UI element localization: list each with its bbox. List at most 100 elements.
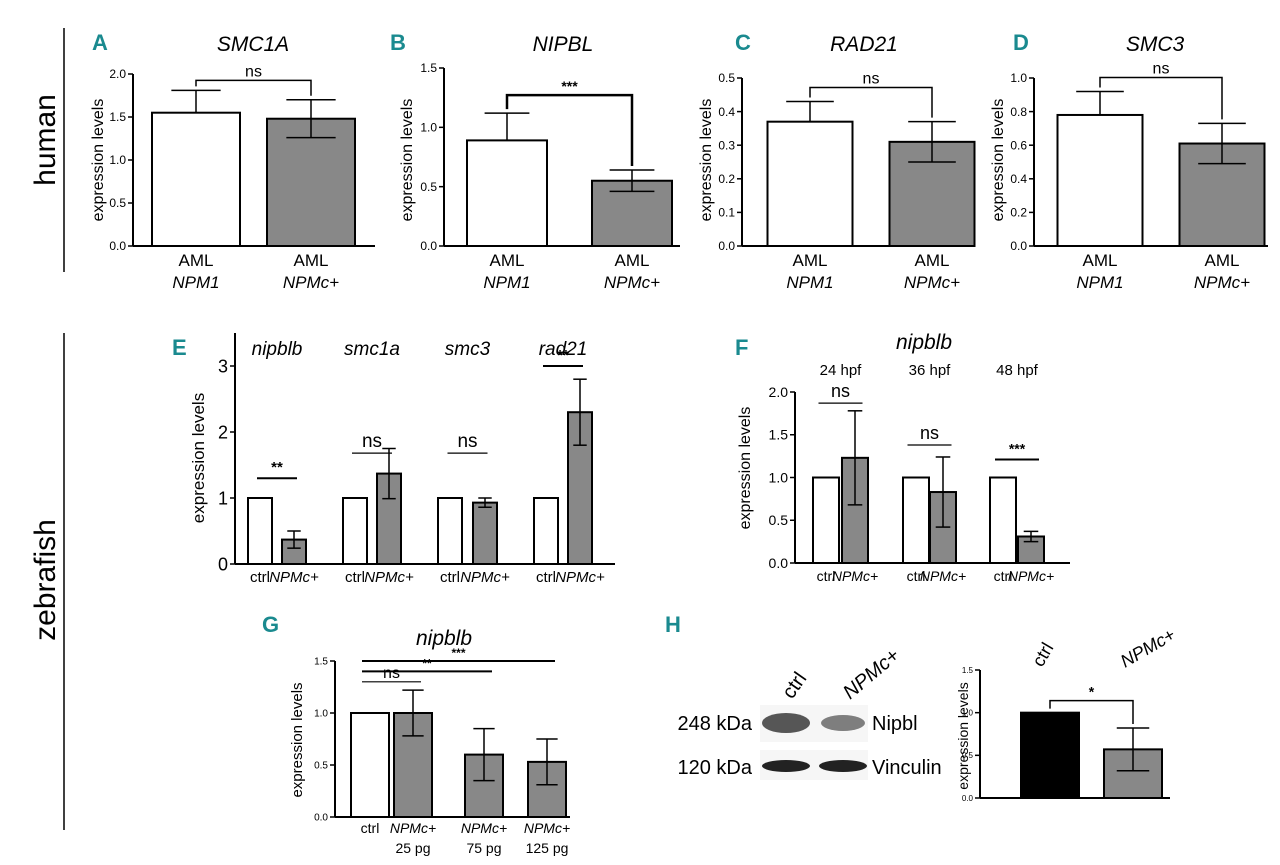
chart-panel-d: SMC3 expression levels 0.0 0.2 0.4 0.6 0.8 1.0 A… bbox=[990, 33, 1268, 292]
y-tick-label: 1.0 bbox=[1010, 71, 1027, 85]
x-tick-label: AML bbox=[615, 251, 650, 270]
x-tick-label: NPM1 bbox=[786, 273, 833, 292]
chart-title: RAD21 bbox=[830, 33, 898, 56]
y-tick-label: 0.0 bbox=[962, 794, 974, 803]
bar bbox=[1020, 711, 1080, 800]
x-tick-label: ctrl bbox=[907, 568, 926, 584]
x-tick-label: AML bbox=[294, 251, 329, 270]
y-tick-label: 0.5 bbox=[718, 71, 735, 85]
x-tick-label: ctrl bbox=[1028, 639, 1057, 670]
x-tick-label: AML bbox=[179, 251, 214, 270]
chart-panel-h: expression levels 0.0 0.5 1.0 1.5 ctrl NPMc+ * bbox=[955, 624, 1179, 802]
x-tick-label: NPMc+ bbox=[461, 820, 507, 836]
x-tick-label: NPMc+ bbox=[832, 568, 878, 584]
significance-bracket bbox=[1099, 76, 1223, 120]
bar bbox=[350, 712, 390, 818]
y-axis-label: expression levels bbox=[698, 99, 715, 222]
y-tick-label: 1.5 bbox=[962, 666, 974, 675]
chart-title: nipblb bbox=[416, 627, 472, 650]
group-title: rad21 bbox=[539, 339, 588, 360]
significance-label: ns bbox=[1153, 60, 1170, 77]
y-tick-label: 0.1 bbox=[718, 206, 735, 220]
x-tick-label: 75 pg bbox=[466, 840, 501, 856]
x-tick-label: NPMc+ bbox=[1008, 568, 1054, 584]
blot-band bbox=[762, 760, 810, 772]
y-axis-label: expression levels bbox=[90, 99, 107, 222]
significance-label: *** bbox=[451, 646, 465, 660]
x-tick-label: NPMc+ bbox=[364, 569, 414, 586]
bar bbox=[466, 139, 548, 248]
y-tick-label: 2.0 bbox=[109, 67, 126, 81]
chart-panel-b: NIPBL expression levels 0.0 0.5 1.0 1.5 AML NPM… bbox=[399, 33, 680, 292]
y-tick-label: 0.5 bbox=[314, 761, 328, 772]
western-blot: ctrl NPMc+ 248 kDa 120 kDa Nipbl Vinculi… bbox=[678, 644, 942, 780]
significance-bracket bbox=[505, 93, 634, 167]
y-tick-label: 3 bbox=[218, 356, 228, 376]
bar bbox=[464, 753, 504, 818]
y-tick-label: 2 bbox=[218, 422, 228, 442]
section-label-human: human bbox=[29, 94, 62, 186]
group-title: 24 hpf bbox=[820, 362, 863, 379]
y-tick-label: 0.0 bbox=[718, 239, 735, 253]
y-tick-label: 0.4 bbox=[1010, 172, 1027, 186]
x-tick-label: AML bbox=[490, 251, 525, 270]
x-tick-label: ctrl bbox=[345, 569, 365, 586]
y-tick-label: 0.5 bbox=[420, 180, 437, 194]
x-tick-label: AML bbox=[1205, 251, 1240, 270]
bar bbox=[812, 476, 840, 564]
y-tick-label: 1.0 bbox=[962, 708, 974, 717]
group-title: 48 hpf bbox=[996, 362, 1039, 379]
bar bbox=[533, 497, 559, 565]
y-tick-label: 0.4 bbox=[718, 105, 735, 119]
y-tick-label: 0.0 bbox=[314, 813, 328, 824]
x-tick-label: ctrl bbox=[250, 569, 270, 586]
significance-label: ns bbox=[245, 63, 262, 80]
x-tick-label: NPMc+ bbox=[904, 273, 960, 292]
y-tick-label: 2.0 bbox=[769, 384, 789, 400]
chart-panel-a: SMC1A expression levels 0.0 0.5 1.0 1.5 2.0 AML… bbox=[90, 33, 375, 292]
significance-label: * bbox=[1089, 684, 1095, 700]
blot-band bbox=[821, 715, 865, 731]
x-tick-label: NPM1 bbox=[483, 273, 530, 292]
bar bbox=[247, 497, 273, 565]
significance-label: ns bbox=[457, 431, 477, 452]
significance-bracket bbox=[809, 86, 933, 118]
y-tick-label: 0.6 bbox=[1010, 138, 1027, 152]
y-axis-label: expression levels bbox=[737, 407, 754, 530]
y-tick-label: 1.0 bbox=[420, 121, 437, 135]
y-tick-label: 0.3 bbox=[718, 138, 735, 152]
x-tick-label: AML bbox=[915, 251, 950, 270]
y-tick-label: 1.0 bbox=[769, 469, 789, 485]
bar bbox=[472, 501, 498, 565]
y-tick-label: 0.2 bbox=[718, 172, 735, 186]
significance-label: *** bbox=[561, 78, 578, 94]
x-tick-label: ctrl bbox=[440, 569, 460, 586]
x-tick-label: NPMc+ bbox=[1194, 273, 1250, 292]
x-tick-label: NPMc+ bbox=[604, 273, 660, 292]
y-axis-label: expression levels bbox=[399, 99, 416, 222]
bar bbox=[766, 120, 854, 247]
significance-label: ** bbox=[557, 347, 569, 364]
blot-band bbox=[762, 713, 810, 733]
y-axis-label: expression levels bbox=[189, 393, 208, 523]
y-tick-label: 0.0 bbox=[1010, 239, 1027, 253]
x-tick-label: NPMc+ bbox=[269, 569, 319, 586]
bar bbox=[151, 111, 241, 247]
significance-label: ** bbox=[271, 459, 283, 476]
significance-bracket bbox=[1049, 699, 1134, 725]
y-tick-label: 0.5 bbox=[769, 512, 789, 528]
group-title: 36 hpf bbox=[909, 362, 952, 379]
x-tick-label: AML bbox=[793, 251, 828, 270]
significance-label: ns bbox=[831, 381, 850, 401]
chart-panel-c: RAD21 expression levels 0.0 0.1 0.2 0.3 0.4 0.5… bbox=[698, 33, 976, 292]
chart-title: SMC1A bbox=[217, 33, 289, 56]
panel-label-h: H bbox=[665, 612, 681, 637]
y-tick-label: 1 bbox=[218, 488, 228, 508]
significance-label: ns bbox=[362, 431, 382, 452]
y-axis-label: expression levels bbox=[990, 99, 1007, 222]
panel-label-a: A bbox=[92, 30, 108, 55]
x-tick-label: NPM1 bbox=[1076, 273, 1123, 292]
panel-label-e: E bbox=[172, 335, 187, 360]
